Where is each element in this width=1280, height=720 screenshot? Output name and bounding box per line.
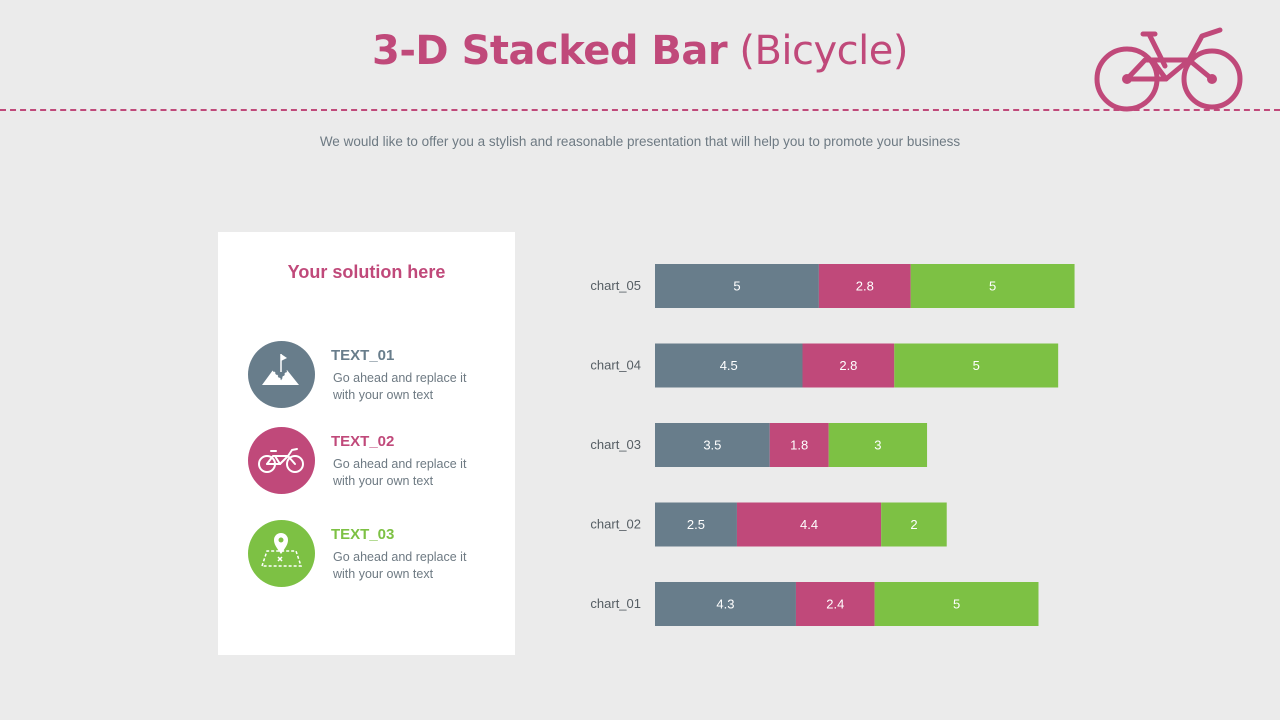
data-label-chart_01-series-1: 4.3 <box>716 597 734 612</box>
bar-segment-chart_02-series-1 <box>655 502 737 547</box>
bar-segment-chart_04-series-2 <box>802 343 895 388</box>
title-bold: 3-D Stacked Bar <box>372 28 728 74</box>
category-label-chart_03: chart_03 <box>590 437 641 452</box>
bar-segment-chart_02-series-3 <box>881 502 947 547</box>
item-description: Go ahead and replace it with your own te… <box>333 457 467 488</box>
bar-segment-chart_05-series-1 <box>655 264 819 308</box>
item-label: TEXT_02 <box>331 433 395 450</box>
data-label-chart_02-series-1: 2.5 <box>687 517 705 532</box>
page-title: 3-D Stacked Bar (Bicycle) <box>0 28 1280 74</box>
map-pin-icon <box>248 520 315 587</box>
bar-segment-chart_03-series-3 <box>828 423 928 467</box>
stacked-bar-chart: chart_01 4.3 2.4 5 chart_02 2.5 4.4 2 chart_03 3.… <box>590 264 1075 626</box>
category-label-chart_02: chart_02 <box>590 517 641 532</box>
bar-segment-chart_01-series-2 <box>795 582 875 626</box>
bicycle-icon <box>248 427 315 494</box>
data-label-chart_02-series-2: 4.4 <box>800 517 818 532</box>
bar-segment-chart_05-series-2 <box>818 264 911 308</box>
bar-segment-chart_05-series-3 <box>910 264 1075 308</box>
dashed-divider <box>0 109 1280 111</box>
bar-segment-chart_03-series-2 <box>769 423 829 467</box>
mountain-flag-icon <box>248 341 315 408</box>
title-light: (Bicycle) <box>739 28 908 74</box>
category-label-chart_05: chart_05 <box>590 278 641 293</box>
bar-segment-chart_04-series-1 <box>655 343 803 388</box>
item-label: TEXT_01 <box>331 347 395 364</box>
list-item-text-03: TEXT_03 Go ahead and replace it with you… <box>248 520 508 590</box>
bar-segment-chart_01-series-1 <box>655 582 796 626</box>
data-label-chart_03-series-2: 1.8 <box>790 438 808 453</box>
data-label-chart_03-series-1: 3.5 <box>703 438 721 453</box>
category-label-chart_01: chart_01 <box>590 596 641 611</box>
data-label-chart_01-series-3: 5 <box>953 597 960 612</box>
data-label-chart_04-series-2: 2.8 <box>839 358 857 373</box>
data-label-chart_04-series-1: 4.5 <box>720 358 738 373</box>
panel-heading: Your solution here <box>287 262 446 282</box>
bar-segment-chart_03-series-1 <box>655 423 770 467</box>
data-label-chart_03-series-3: 3 <box>874 438 881 453</box>
data-label-chart_04-series-3: 5 <box>973 358 980 373</box>
data-label-chart_01-series-2: 2.4 <box>826 597 844 612</box>
subtitle: We would like to offer you a stylish and… <box>319 134 961 149</box>
list-item-text-01: TEXT_01 Go ahead and replace it with you… <box>248 341 508 411</box>
data-label-chart_05-series-2: 2.8 <box>856 279 874 294</box>
item-label: TEXT_03 <box>331 526 395 543</box>
bar-segment-chart_01-series-3 <box>874 582 1039 626</box>
list-item-text-02: TEXT_02 Go ahead and replace it with you… <box>248 427 508 497</box>
bar-segment-chart_04-series-3 <box>894 343 1059 388</box>
category-label-chart_04: chart_04 <box>590 358 641 373</box>
bicycle-icon <box>1094 27 1243 112</box>
item-description: Go ahead and replace it with your own te… <box>333 550 467 581</box>
data-label-chart_05-series-1: 5 <box>733 279 740 294</box>
item-description: Go ahead and replace it with your own te… <box>333 371 467 402</box>
solution-panel: Your solution here TEXT_01 Go ahead and … <box>218 232 515 655</box>
data-label-chart_05-series-3: 5 <box>989 279 996 294</box>
data-label-chart_02-series-3: 2 <box>910 517 917 532</box>
bar-segment-chart_02-series-2 <box>736 502 882 547</box>
